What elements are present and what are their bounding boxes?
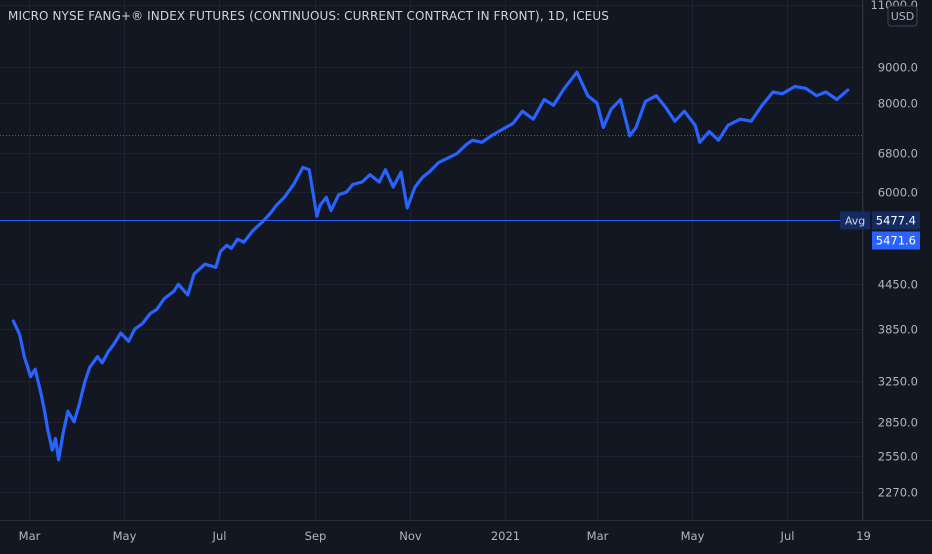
y-tick-label: 4450.0 [878, 278, 918, 292]
last-value-badge [872, 231, 920, 250]
y-tick-label: 8000.0 [878, 97, 918, 111]
x-tick-label: Jul [212, 529, 227, 543]
y-tick-label: 2550.0 [878, 450, 918, 464]
x-tick-label: Jul [780, 529, 795, 543]
x-tick-label: Mar [587, 529, 609, 543]
avg-line-layer [0, 135, 862, 221]
y-tick-label: 6800.0 [878, 147, 918, 161]
last-value-label: 5471.6 [876, 234, 916, 248]
x-tick-label: May [113, 529, 137, 543]
x-axis[interactable]: Mar May Jul Sep Nov 2021 Mar May Jul 19 [0, 520, 932, 544]
x-tick-label: Mar [19, 529, 41, 543]
y-tick-label: 3250.0 [878, 375, 918, 389]
price-series-line[interactable] [11, 70, 850, 462]
y-tick-label: 6000.0 [878, 186, 918, 200]
x-tick-label: May [681, 529, 705, 543]
x-tick-label: Nov [399, 529, 422, 543]
x-tick-label: 19 [856, 529, 871, 543]
avg-value-badge [872, 211, 920, 230]
y-tick-label: 3850.0 [878, 323, 918, 337]
avg-name-label: Avg [845, 215, 865, 228]
currency-label: USD [891, 10, 915, 23]
y-tick-label: 9000.0 [878, 61, 918, 75]
x-tick-label: Sep [305, 529, 327, 543]
y-axis[interactable]: 11000.09000.08000.06800.06000.04450.0385… [840, 0, 920, 520]
avg-value-label: 5477.4 [876, 214, 916, 228]
avg-name-badge [840, 211, 870, 230]
series-layer[interactable] [11, 70, 850, 462]
x-tick-label: 2021 [491, 529, 520, 543]
chart-title: MICRO NYSE FANG+® INDEX FUTURES (CONTINU… [8, 9, 609, 23]
currency-badge[interactable] [887, 5, 918, 27]
y-tick-label: 2270.0 [878, 486, 918, 500]
y-tick-label: 2850.0 [878, 416, 918, 430]
